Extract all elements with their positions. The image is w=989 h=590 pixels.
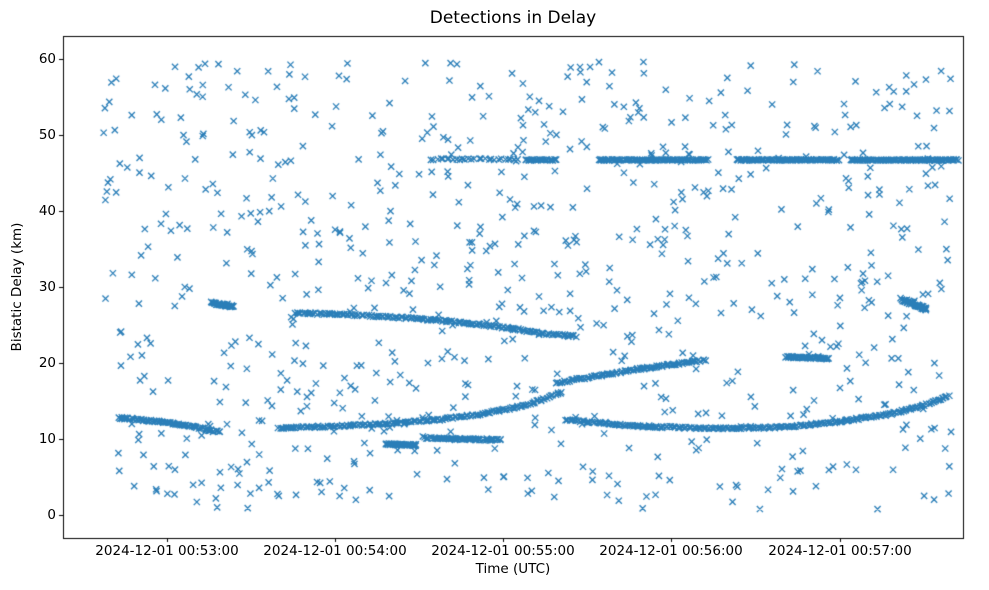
x-tick-label: 2024-12-01 00:57:00 xyxy=(768,543,912,559)
y-tick-label: 10 xyxy=(38,431,56,447)
chart-title: Detections in Delay xyxy=(429,8,597,28)
y-tick-label: 50 xyxy=(38,127,56,143)
x-tick-label: 2024-12-01 00:53:00 xyxy=(95,543,239,559)
y-tick-label: 0 xyxy=(47,507,56,523)
y-tick-label: 20 xyxy=(38,355,56,371)
x-tick-label: 2024-12-01 00:56:00 xyxy=(599,543,743,559)
y-tick-label: 30 xyxy=(38,279,56,295)
x-tick-label: 2024-12-01 00:54:00 xyxy=(263,543,407,559)
y-tick-label: 40 xyxy=(38,203,56,219)
x-tick-label: 2024-12-01 00:55:00 xyxy=(431,543,575,559)
y-tick-label: 60 xyxy=(38,51,56,67)
x-axis-label: Time (UTC) xyxy=(475,561,551,577)
